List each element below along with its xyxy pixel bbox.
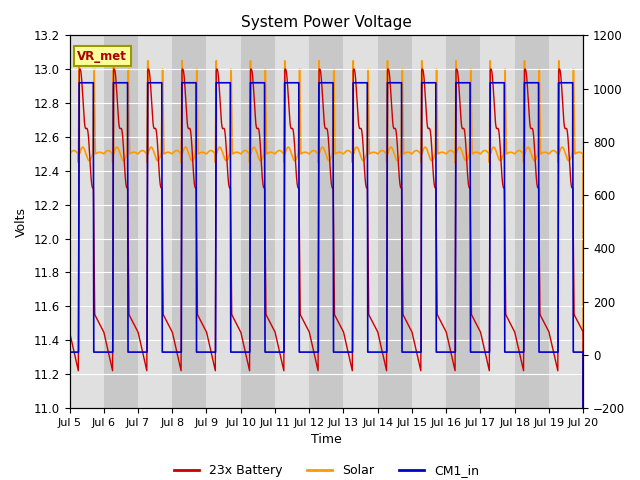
23x Battery: [158, 185, 166, 191]
Bar: [481, 36, 515, 408]
23x Battery: [66, 329, 74, 335]
CM1_in: [307, 349, 315, 355]
Solar: [413, 148, 420, 154]
Bar: [378, 36, 412, 408]
CM1_in: [442, 349, 449, 355]
CM1_in: [413, 349, 420, 355]
CM1_in: [158, 147, 166, 153]
CM1_in: [470, 349, 478, 355]
Y-axis label: Volts: Volts: [15, 207, 28, 237]
23x Battery: [470, 317, 478, 323]
Bar: [344, 36, 378, 408]
Solar: [579, 151, 586, 156]
Title: System Power Voltage: System Power Voltage: [241, 15, 412, 30]
Bar: [275, 36, 309, 408]
23x Battery: [579, 328, 586, 334]
Line: Solar: Solar: [70, 61, 583, 480]
Bar: [412, 36, 446, 408]
Bar: [515, 36, 549, 408]
CM1_in: [579, 349, 586, 355]
Line: 23x Battery: 23x Battery: [70, 69, 583, 480]
Solar: [158, 105, 166, 110]
Bar: [138, 36, 172, 408]
Bar: [241, 36, 275, 408]
Solar: [76, 58, 83, 64]
Bar: [70, 36, 104, 408]
Bar: [446, 36, 481, 408]
Solar: [470, 150, 478, 156]
Bar: [549, 36, 583, 408]
CM1_in: [76, 80, 83, 85]
23x Battery: [76, 66, 84, 72]
23x Battery: [413, 350, 420, 356]
Legend: 23x Battery, Solar, CM1_in: 23x Battery, Solar, CM1_in: [168, 459, 484, 480]
Bar: [172, 36, 207, 408]
Bar: [583, 36, 618, 408]
Line: CM1_in: CM1_in: [70, 83, 583, 480]
Solar: [66, 151, 74, 157]
Solar: [307, 149, 315, 155]
CM1_in: [66, 349, 74, 355]
X-axis label: Time: Time: [311, 433, 342, 446]
Bar: [309, 36, 344, 408]
Solar: [442, 150, 449, 156]
23x Battery: [307, 336, 315, 342]
Bar: [207, 36, 241, 408]
Text: VR_met: VR_met: [77, 49, 127, 62]
23x Battery: [442, 327, 449, 333]
Bar: [104, 36, 138, 408]
